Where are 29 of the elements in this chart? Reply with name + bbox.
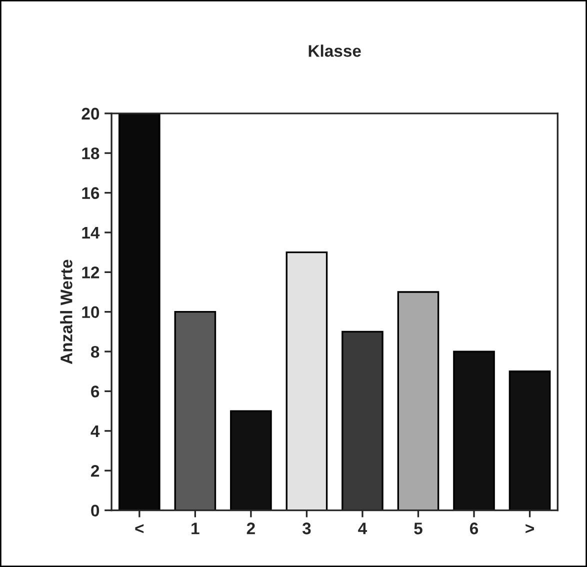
x-tick-label: 6 — [470, 522, 478, 534]
y-tick-label: 0 — [91, 504, 100, 517]
bar — [508, 370, 551, 510]
y-tick-label: 4 — [90, 425, 100, 437]
x-tick-label: 3 — [302, 522, 311, 534]
x-tick-label: 4 — [358, 522, 368, 534]
bar — [453, 350, 495, 510]
bar — [397, 291, 440, 510]
bar — [118, 113, 160, 510]
chart-title: Klasse — [308, 44, 361, 57]
bar — [342, 330, 384, 510]
x-tick-label: 1 — [192, 522, 200, 534]
y-tick-label: 8 — [90, 346, 100, 358]
y-tick-label: 18 — [82, 147, 100, 160]
y-tick-label: 12 — [82, 266, 100, 278]
y-tick-label: 14 — [82, 227, 100, 239]
bar — [286, 251, 328, 510]
bar — [174, 311, 216, 510]
x-tick-label: 5 — [414, 522, 422, 534]
y-tick-label: 16 — [82, 187, 100, 199]
y-tick-label: 20 — [82, 108, 100, 120]
x-tick-label: > — [526, 524, 534, 534]
x-tick-label: < — [135, 524, 144, 534]
y-tick-label: 10 — [82, 306, 100, 318]
y-tick-label: 2 — [91, 465, 100, 477]
y-axis-title: Anzahl Werte — [60, 260, 72, 364]
x-tick-label: 2 — [246, 522, 255, 534]
bar — [230, 410, 272, 510]
y-tick-label: 6 — [91, 386, 100, 398]
